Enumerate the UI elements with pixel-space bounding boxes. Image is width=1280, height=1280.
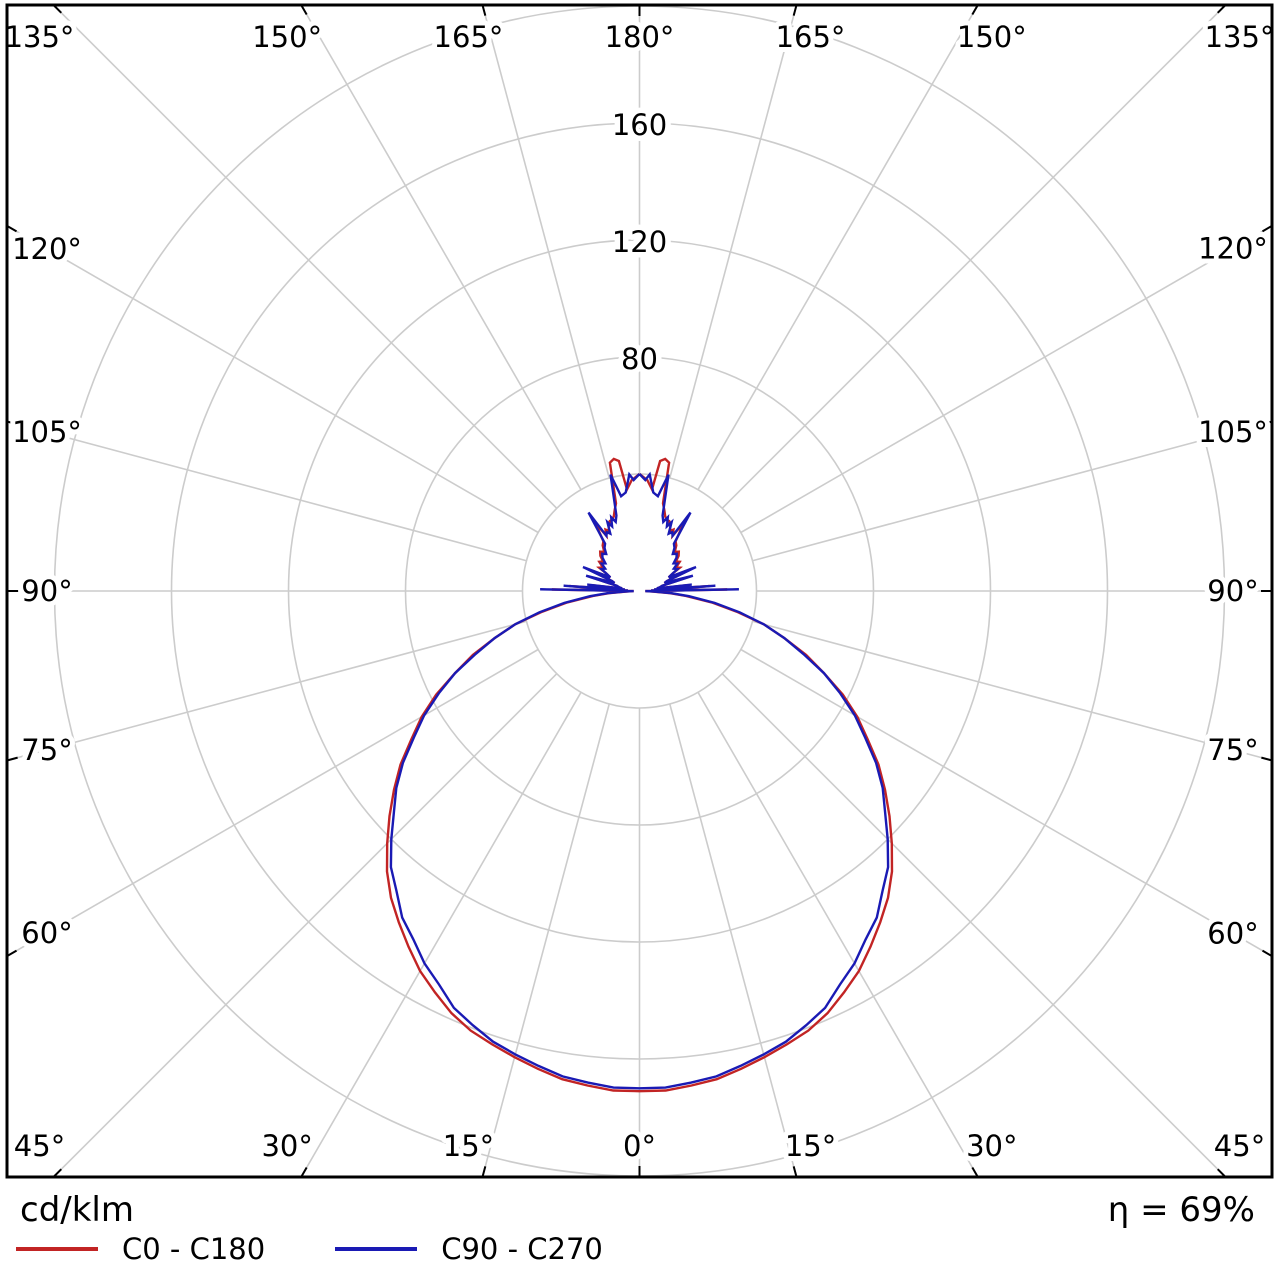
angle-label-120: 120° bbox=[1198, 231, 1268, 265]
radial-line-30 bbox=[300, 691, 582, 1177]
angle-label-165: 165° bbox=[776, 20, 846, 54]
radial-line-105 bbox=[7, 420, 527, 562]
border-tick-120 bbox=[1261, 224, 1273, 233]
border-ticks bbox=[6, 4, 1273, 1178]
ring-labels: 80 120 160 bbox=[606, 103, 672, 382]
angle-label-60: 60° bbox=[1207, 917, 1258, 951]
angle-label-150: 150° bbox=[957, 20, 1027, 54]
radial-line-45 bbox=[721, 673, 1227, 1177]
angle-label-30: 30° bbox=[261, 1129, 312, 1163]
grid-ring-40 bbox=[521, 473, 758, 709]
border-tick-150 bbox=[300, 4, 308, 16]
efficiency-label: η = 69% bbox=[1107, 1190, 1255, 1230]
radial-line-150 bbox=[300, 5, 582, 491]
ring-label-80: 80 bbox=[621, 342, 658, 376]
radial-line-75 bbox=[752, 620, 1272, 762]
legend: C0 - C180 C90 - C270 bbox=[16, 1232, 603, 1266]
border-tick-30 bbox=[300, 1166, 308, 1178]
border-tick-165 bbox=[792, 4, 798, 16]
border-tick-75 bbox=[6, 756, 18, 762]
series-curve-c90-c270 bbox=[389, 471, 890, 1090]
border-tick-60 bbox=[1261, 949, 1273, 958]
angle-label-150: 150° bbox=[252, 20, 322, 54]
border-tick-150 bbox=[971, 4, 979, 16]
radial-line-45 bbox=[52, 673, 558, 1177]
angle-label-75: 75° bbox=[21, 733, 72, 767]
legend-label-c0-c180: C0 - C180 bbox=[122, 1232, 266, 1266]
legend-line-blue bbox=[335, 1247, 418, 1251]
border-tick-15 bbox=[792, 1166, 798, 1178]
angle-label-45: 45° bbox=[14, 1129, 65, 1163]
angle-label-30: 30° bbox=[966, 1129, 1017, 1163]
radial-line-135 bbox=[721, 5, 1227, 509]
angle-labels: 0° 15° 15° 30° 30° 45° 45° 60° 60° 75° 75° 90° 90° 10… bbox=[0, 15, 1279, 1168]
angle-label-120: 120° bbox=[12, 232, 82, 266]
border-tick-15 bbox=[481, 1166, 487, 1178]
angle-label-75: 75° bbox=[1207, 733, 1258, 767]
radial-line-60 bbox=[7, 648, 539, 957]
series-curves bbox=[385, 457, 894, 1093]
border-tick-105 bbox=[6, 420, 18, 426]
radial-line-150 bbox=[697, 5, 979, 491]
border-tick-60 bbox=[6, 949, 18, 958]
units-label: cd/klm bbox=[20, 1190, 134, 1230]
legend-item-c90-c270: C90 - C270 bbox=[335, 1232, 603, 1266]
ring-label-160: 160 bbox=[612, 108, 667, 142]
angle-label-135: 135° bbox=[1205, 20, 1275, 54]
legend-line-red bbox=[16, 1247, 98, 1251]
angle-label-45: 45° bbox=[1214, 1129, 1265, 1163]
radial-line-60 bbox=[740, 648, 1272, 957]
border-tick-120 bbox=[6, 224, 18, 233]
angle-label-135: 135° bbox=[5, 20, 75, 54]
radial-line-165 bbox=[669, 5, 798, 479]
polar-grid bbox=[7, 5, 1272, 1177]
angle-label-180: 180° bbox=[605, 20, 675, 54]
plot-border bbox=[5, 3, 1274, 1179]
radial-line-15 bbox=[481, 703, 610, 1177]
legend-label-c90-c270: C90 - C270 bbox=[441, 1232, 603, 1266]
border-tick-30 bbox=[971, 1166, 979, 1178]
angle-label-90: 90° bbox=[1207, 574, 1258, 608]
radial-line-135 bbox=[52, 5, 558, 509]
series-curve-c0-c180 bbox=[385, 457, 894, 1093]
border-tick-105 bbox=[1261, 420, 1273, 426]
angle-label-60: 60° bbox=[21, 916, 72, 950]
angle-label-105: 105° bbox=[12, 415, 82, 449]
legend-item-c0-c180: C0 - C180 bbox=[16, 1232, 265, 1266]
angle-label-90: 90° bbox=[21, 574, 72, 608]
radial-line-120 bbox=[7, 225, 539, 534]
angle-label-165: 165° bbox=[434, 20, 504, 54]
radial-line-15 bbox=[669, 703, 798, 1177]
angle-label-15: 15° bbox=[785, 1129, 836, 1163]
border-tick-165 bbox=[481, 4, 487, 16]
radial-line-120 bbox=[740, 225, 1272, 534]
angle-label-105: 105° bbox=[1198, 415, 1268, 449]
radial-line-165 bbox=[481, 5, 610, 479]
border-tick-75 bbox=[1261, 756, 1273, 762]
radial-line-105 bbox=[752, 420, 1272, 562]
radial-line-30 bbox=[697, 691, 979, 1177]
radial-line-75 bbox=[7, 620, 527, 762]
angle-label-15: 15° bbox=[443, 1129, 494, 1163]
ring-label-120: 120 bbox=[612, 225, 667, 259]
angle-label-0: 0° bbox=[623, 1129, 656, 1163]
